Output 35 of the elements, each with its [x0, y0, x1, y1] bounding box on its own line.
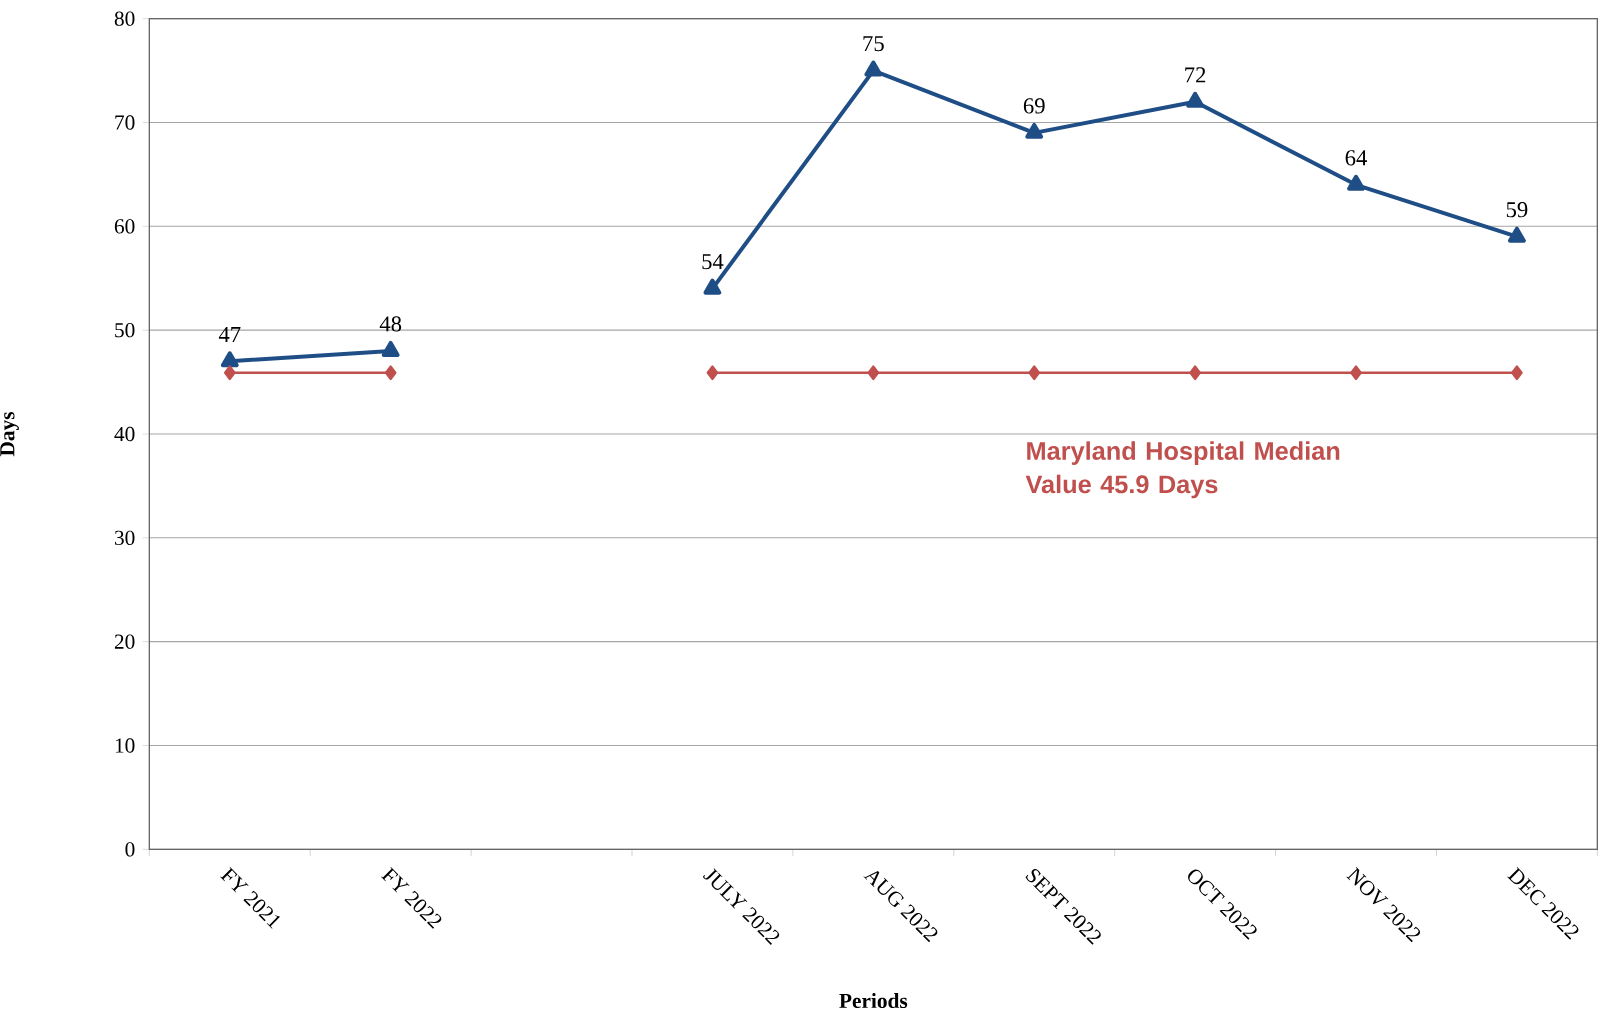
- data-label: 69: [1023, 98, 1045, 114]
- data-label: 75: [863, 36, 884, 52]
- point: [1025, 122, 1044, 139]
- y-tick-label: 50: [115, 322, 135, 338]
- point: [703, 278, 722, 295]
- point: [223, 365, 236, 381]
- y-tick-label: 20: [114, 634, 135, 649]
- y-tick-label: 40: [114, 426, 135, 442]
- y-tick-label: 10: [115, 738, 135, 753]
- point: [1507, 226, 1526, 243]
- y-tick-label: 80: [114, 11, 135, 26]
- annotation: Maryland Hospital Median Value 45.9 Days: [1025, 441, 1340, 499]
- data-label: 47: [218, 327, 241, 342]
- data-label: 59: [1506, 202, 1528, 218]
- point: [1347, 174, 1365, 191]
- point: [1189, 365, 1201, 381]
- data-label: 72: [1185, 67, 1206, 83]
- point: [220, 351, 239, 368]
- data-label: 64: [1345, 150, 1367, 166]
- x-axis-title: Periods: [839, 993, 908, 1009]
- point: [706, 365, 719, 381]
- point: [1350, 365, 1362, 381]
- y-axis-title: Days: [0, 411, 19, 457]
- data-label: 48: [379, 316, 402, 332]
- point: [867, 365, 880, 381]
- point: [384, 365, 397, 381]
- y-tick-label: 70: [115, 115, 135, 130]
- point: [1511, 365, 1523, 381]
- data-label: 54: [702, 254, 724, 270]
- point: [1028, 365, 1041, 381]
- y-tick-label: 0: [125, 842, 135, 857]
- point: [1186, 91, 1205, 108]
- point: [864, 60, 883, 77]
- y-tick-label: 30: [114, 530, 135, 546]
- y-tick-label: 60: [114, 219, 135, 234]
